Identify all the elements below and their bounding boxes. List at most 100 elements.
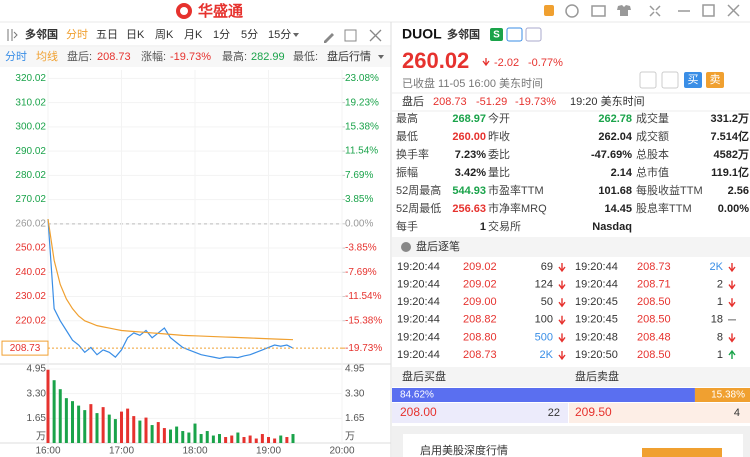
y2-tick-label: 15.38% [345,122,379,133]
y-tick-label: 290.02 [15,146,46,157]
info-label: 最低: [293,50,318,63]
stat-value: 260.00 [452,131,486,143]
volume-bar [199,434,203,443]
volume-bar [230,435,234,443]
last-price-box [1,340,49,356]
watch-button[interactable] [661,71,679,89]
volume-bar [101,407,105,443]
period-tab[interactable]: 日K [126,29,145,41]
support-icon[interactable] [565,4,579,18]
trade-price: 209.02 [463,279,497,291]
stat-label: 换手率 [396,147,429,161]
collapse-icon[interactable] [7,29,18,41]
stat-value: 119.1亿 [711,165,749,179]
period-tab[interactable]: 5分 [241,28,258,41]
volume-bar [273,438,277,443]
volume-bar [218,434,221,443]
chart-badge [525,27,542,42]
stat-label: 总市值 [636,165,669,179]
down-arrow [558,298,566,308]
volume-unit: 万 [345,432,355,443]
depth-header [392,367,750,387]
stock-name: 多邻国 [447,27,480,41]
x-tick-label: 17:00 [109,446,134,457]
period-tab[interactable]: 1分 [213,28,230,41]
stat-label: 成交量 [636,111,669,125]
trade-price: 209.00 [463,296,497,308]
sell-button[interactable] [706,72,724,88]
volume-bar [64,398,68,443]
mail-icon[interactable] [591,5,606,17]
stat-value: 268.97 [452,113,486,125]
trade-time: 19:20:44 [575,279,618,291]
depth-title: 盘后卖盘 [575,369,619,383]
trade-time: 19:20:44 [397,349,440,361]
draw-icon[interactable] [324,33,334,43]
period-tab[interactable]: 分时 [66,28,88,41]
ask-price: 209.50 [575,405,612,419]
change-pct: -0.77% [528,57,563,69]
promo-text: 启用美股深度行情 [420,443,508,457]
volume-tick-label: 1.65 [345,413,365,424]
trade-time: 19:20:45 [575,314,618,326]
trade-time: 19:20:50 [575,349,618,361]
y2-tick-label: -7.69% [345,267,377,278]
y2-tick-label: -11.54% [345,291,382,302]
volume-bar [126,408,130,443]
trade-time: 19:20:44 [397,331,440,343]
trade-volume: 50 [541,296,553,308]
y2-tick-label: 7.69% [345,170,373,181]
stat-label: 交易所 [488,219,521,233]
period-tab[interactable]: 15分 [268,28,291,41]
stock-name: 多邻国 [25,27,58,41]
x-tick-label: 16:00 [35,446,60,457]
series-line [47,218,294,359]
buy-button-text[interactable]: 买 [688,73,699,86]
y-tick-label: 300.02 [15,122,46,133]
layout-icon[interactable] [344,29,357,42]
maximize-button[interactable] [702,4,715,17]
dropdown-arrow[interactable] [378,55,384,59]
y-tick-label: 310.02 [15,97,46,108]
stat-value: 331.2万 [710,112,749,125]
after-hours-link[interactable]: 盘后行情 [327,49,371,63]
stat-value: 7.23% [455,149,486,161]
dropdown-arrow[interactable] [293,33,299,37]
volume-bar [156,422,160,443]
stat-label: 昨收 [488,129,510,143]
sell-button-text[interactable]: 卖 [710,73,721,86]
y2-tick-label: -3.85% [345,243,377,254]
lock-icon[interactable] [544,5,554,16]
bid-size: 22 [548,407,560,419]
volume-bar [211,435,215,443]
skin-icon[interactable] [617,5,631,16]
alert-button[interactable] [639,71,657,89]
close-chart-icon[interactable] [369,29,382,42]
series-line [47,218,294,341]
volume-tick-label: 3.30 [27,388,47,399]
stat-label: 振幅 [396,165,418,179]
stat-value: 2.14 [611,167,633,179]
after-time: 19:20 美东时间 [570,95,645,108]
stat-value: 262.04 [598,131,633,143]
promo-button[interactable] [642,448,722,457]
stat-value: 544.93 [452,185,486,197]
trade-price: 208.82 [463,314,497,326]
trade-volume: 2K [540,349,554,361]
shrink-icon[interactable] [649,5,661,17]
close-button[interactable] [727,4,740,17]
period-tab[interactable]: 五日 [96,29,118,41]
trade-volume: 1 [717,296,723,308]
buy-button[interactable] [684,72,702,88]
volume-tick-label: 3.30 [345,388,365,399]
trade-volume: 18 [711,314,723,326]
volume-bar [113,419,117,443]
trades-title: 盘后逐笔 [416,239,460,253]
stat-label: 量比 [488,166,510,179]
period-tab[interactable]: 月K [184,29,203,41]
volume-bar [291,434,295,443]
trades-icon [401,242,411,252]
period-tab[interactable]: 周K [155,28,174,41]
y2-tick-label: 19.23% [345,97,379,108]
